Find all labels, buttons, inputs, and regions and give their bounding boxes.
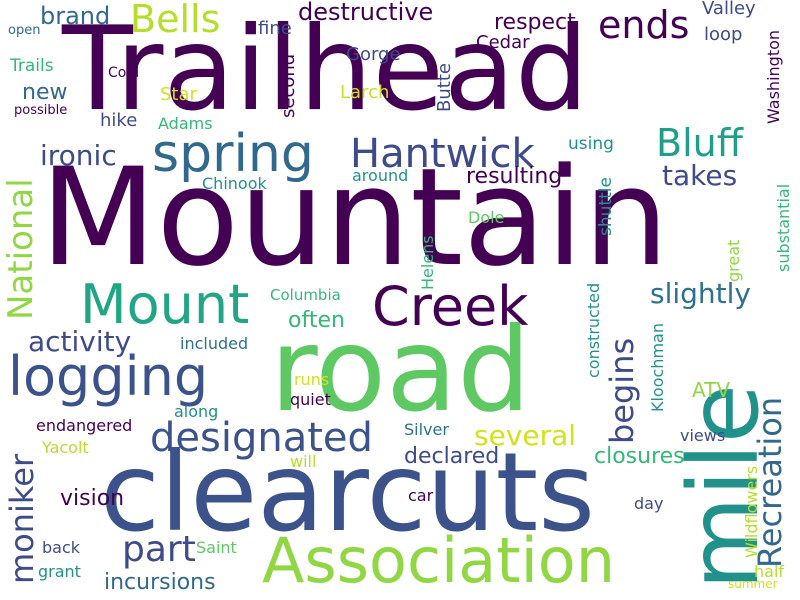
word-chinook: Chinook: [202, 174, 267, 193]
word-hantwick: Hantwick: [350, 131, 535, 177]
word-designated: designated: [150, 415, 373, 461]
word-great: great: [724, 239, 743, 282]
word-using: using: [568, 134, 614, 154]
word-ends: ends: [598, 3, 690, 47]
word-resulting: resulting: [466, 164, 563, 189]
word-back: back: [42, 538, 81, 557]
word-quiet: quiet: [290, 390, 331, 409]
word-declared: declared: [404, 444, 500, 469]
word-often: often: [288, 308, 345, 333]
word-adams: Adams: [158, 114, 213, 133]
word-association: Association: [262, 524, 616, 597]
word-clearcuts: clearcuts: [100, 429, 596, 556]
word-loop: loop: [704, 24, 743, 45]
word-part: part: [122, 529, 196, 570]
word-possible: possible: [14, 103, 68, 118]
word-road: road: [270, 303, 531, 438]
word-dole: Dole: [468, 208, 505, 227]
word-activity: activity: [28, 325, 132, 358]
word-larch: Larch: [340, 82, 390, 103]
word-washington: Washington: [764, 29, 783, 124]
word-cold: Cold: [108, 65, 140, 81]
word-bluff: Bluff: [656, 121, 743, 165]
word-incursions: incursions: [104, 570, 216, 595]
word-cedar: Cedar: [476, 32, 530, 53]
word-bells: Bells: [130, 0, 221, 41]
word-saint: Saint: [196, 538, 237, 557]
word-constructed: constructed: [584, 282, 603, 378]
word-destructive: destructive: [298, 0, 434, 26]
word-takes: takes: [662, 159, 738, 192]
word-will: will: [290, 452, 317, 471]
word-hike: hike: [100, 110, 138, 131]
word-several: several: [474, 419, 577, 452]
word-day: day: [634, 494, 664, 513]
word-grant: grant: [38, 562, 81, 581]
word-kloochman: Kloochman: [648, 323, 667, 412]
word-along: along: [174, 402, 219, 421]
word-wildflowers: Wildflowers: [742, 465, 761, 558]
word-around: around: [352, 166, 409, 185]
word-creek: Creek: [372, 275, 529, 338]
word-columbia: Columbia: [270, 286, 341, 304]
word-new: new: [22, 80, 68, 105]
word-open: open: [8, 23, 41, 38]
word-summer: summer: [728, 577, 778, 591]
word-moniker: moniker: [3, 453, 41, 584]
word-yacolt: Yacolt: [42, 438, 89, 457]
word-included: included: [180, 334, 249, 353]
word-vision: vision: [60, 486, 125, 511]
word-endangered: endangered: [36, 416, 133, 435]
word-half: half: [754, 562, 785, 581]
word-mount: Mount: [80, 273, 250, 336]
word-brand: brand: [40, 2, 111, 30]
word-car: car: [408, 486, 434, 505]
word-trails: Trails: [10, 56, 54, 76]
word-gorge: Gorge: [346, 44, 401, 65]
word-shuttle: shuttle: [596, 177, 616, 236]
word-logging: logging: [8, 345, 209, 408]
word-national: National: [1, 178, 41, 320]
word-slightly: slightly: [650, 277, 751, 310]
word-silver: Silver: [404, 420, 449, 439]
word-trailhead: Trailhead: [62, 2, 589, 137]
word-star: Star: [160, 84, 197, 105]
word-second: second: [278, 53, 299, 118]
word-ironic: ironic: [40, 139, 117, 172]
word-closures: closures: [594, 444, 685, 469]
word-valley: Valley: [702, 0, 756, 19]
word-spring: spring: [152, 124, 314, 184]
word-butte: Butte: [434, 63, 455, 112]
word-atv: ATV: [692, 378, 731, 402]
word-fine: fine: [258, 18, 292, 39]
word-begins: begins: [603, 337, 641, 444]
word-runs: runs: [294, 370, 330, 389]
word-views: views: [680, 426, 726, 445]
word-substantial: substantial: [774, 183, 793, 272]
word-respect: respect: [494, 10, 576, 35]
word-mountain: Mountain: [40, 139, 669, 296]
word-helens: Helens: [418, 235, 437, 290]
